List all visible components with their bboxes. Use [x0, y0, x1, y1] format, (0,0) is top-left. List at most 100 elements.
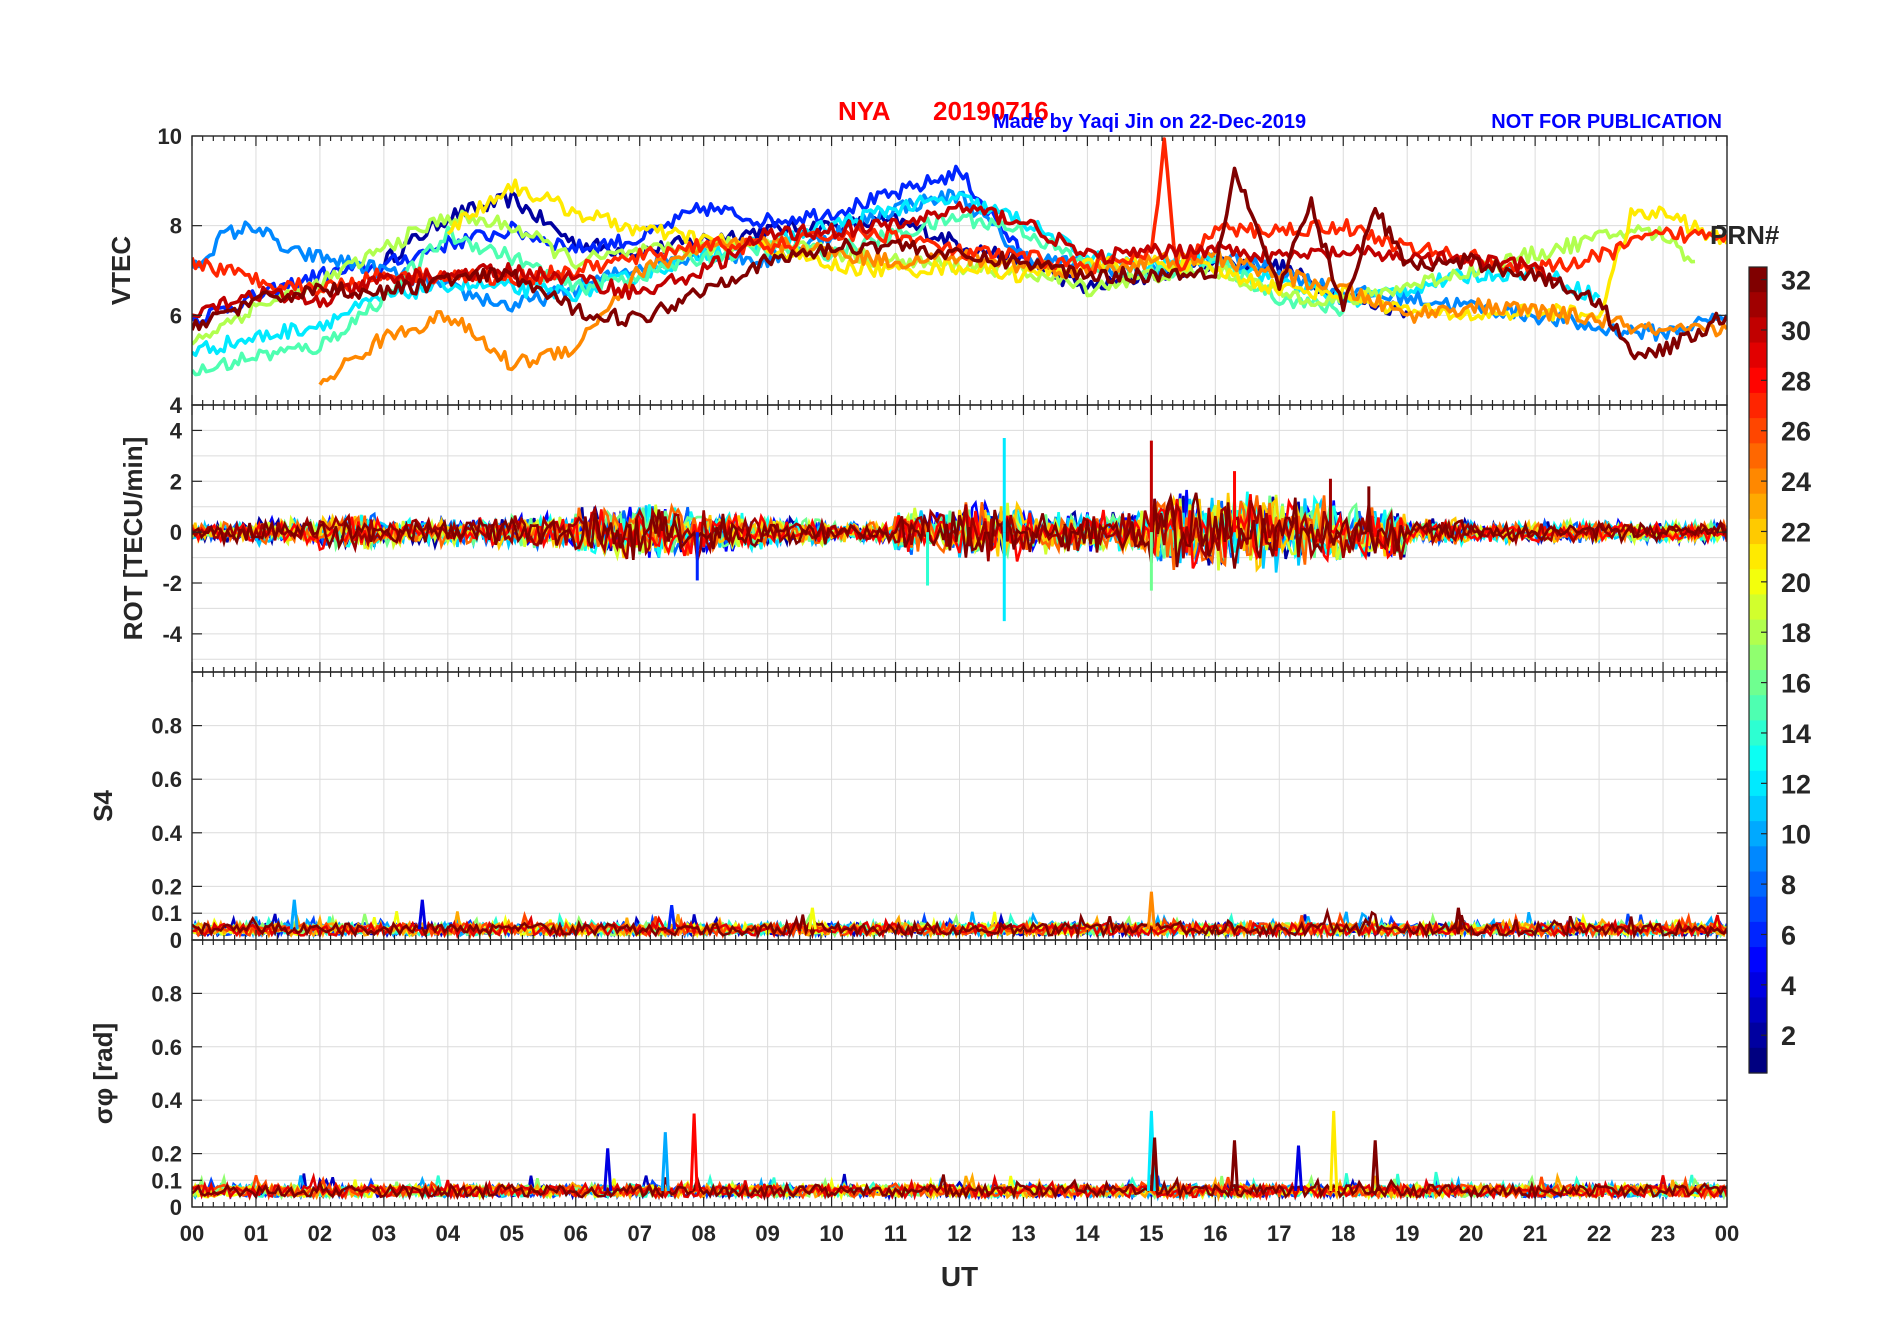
y-tick-label: 0.8 — [151, 714, 182, 739]
colorbar-tick-label: 6 — [1781, 920, 1796, 950]
colorbar-swatch — [1749, 947, 1767, 973]
y-tick-label: 0.4 — [151, 821, 182, 846]
y-axis-label: ROT [TECU/min] — [118, 437, 148, 641]
panel-s4: 00.10.2 0.4 0.6 0.8 S4 — [88, 671, 1728, 953]
colorbar-swatch — [1749, 569, 1767, 596]
x-tick-label: 00 — [1715, 1221, 1739, 1246]
x-tick-label: 19 — [1395, 1221, 1419, 1246]
colorbar-tick-label: 22 — [1781, 517, 1811, 547]
colorbar-swatch — [1749, 443, 1767, 470]
s4-spike — [1453, 907, 1463, 930]
panel-sigma_phi: 00.10.2 0.4 0.6 0.8 σφ [rad] 00 01 02 03 04 05 06 07… — [88, 939, 1739, 1292]
s4-spike — [667, 905, 677, 930]
x-tick-label: 07 — [627, 1221, 651, 1246]
x-tick-label: 06 — [564, 1221, 588, 1246]
colorbar-swatch — [1749, 846, 1767, 873]
sigma_phi-spike — [1150, 1137, 1160, 1192]
x-tick-label: 08 — [691, 1221, 715, 1246]
x-tick-label: 00 — [180, 1221, 204, 1246]
colorbar-tick-label: 20 — [1781, 568, 1811, 598]
colorbar-swatch — [1749, 418, 1767, 444]
vtec-line-prn-24 — [318, 236, 1727, 386]
colorbar-swatch — [1749, 695, 1767, 721]
x-tick-label: 01 — [244, 1221, 268, 1246]
colorbar-tick-label: 2 — [1781, 1021, 1796, 1051]
y-tick-label: 0.2 — [151, 1142, 182, 1167]
colorbar-tick-label: 16 — [1781, 669, 1811, 699]
notice-text: NOT FOR PUBLICATION — [1491, 111, 1722, 133]
colorbar-swatch — [1749, 292, 1767, 318]
sigma_phi-spike — [1294, 1145, 1303, 1192]
colorbar-swatch — [1749, 821, 1767, 847]
colorbar-swatch — [1749, 518, 1767, 545]
series-group — [192, 438, 1727, 622]
colorbar-tick-label: 10 — [1781, 820, 1811, 850]
panel-vtec: 4 6 8 10 VTEC — [106, 124, 1728, 418]
y-tick-label: 4 — [170, 418, 183, 443]
x-tick-label: 11 — [884, 1221, 907, 1246]
colorbar-tick-label: 18 — [1781, 618, 1811, 648]
s4-spike — [417, 899, 427, 930]
x-tick-label: 20 — [1459, 1221, 1483, 1246]
y-tick-label: 0.1 — [151, 1168, 182, 1193]
colorbar-swatch — [1749, 493, 1767, 520]
y-tick-label: -2 — [162, 571, 182, 596]
panel-rot: -4 -2 0 2 4 ROT [TECU/min] — [118, 404, 1728, 673]
s4-spike — [1146, 891, 1156, 930]
colorbar-label: PRN# — [1710, 220, 1780, 250]
colorbar-swatch — [1749, 745, 1767, 772]
sigma_phi-spike — [1230, 1140, 1239, 1192]
colorbar-swatch — [1749, 619, 1767, 646]
x-tick-label: 02 — [308, 1221, 332, 1246]
colorbar-swatch — [1749, 392, 1767, 419]
y-tick-label: 0 — [170, 520, 182, 545]
y-tick-label: 0.2 — [151, 874, 182, 899]
colorbar-tick-label: 30 — [1781, 316, 1811, 346]
y-tick-label: 0.6 — [151, 1035, 182, 1060]
colorbar-swatch — [1749, 317, 1767, 344]
colorbar-tick-label: 26 — [1781, 417, 1811, 447]
sigma_phi-spike — [660, 1132, 670, 1192]
y-tick-label: 0 — [170, 928, 182, 953]
s4-spike — [289, 899, 299, 930]
x-tick-label: 13 — [1011, 1221, 1035, 1246]
series-group — [192, 137, 1727, 386]
rot-line-prn-32 — [192, 492, 1727, 569]
colorbar-tick-label: 12 — [1781, 769, 1811, 799]
y-tick-label: 8 — [170, 214, 182, 239]
sigma_phi-spike — [1329, 1110, 1339, 1192]
colorbar-tick-label: 8 — [1781, 870, 1796, 900]
y-axis-label: S4 — [88, 790, 118, 822]
colorbar-swatch — [1749, 795, 1767, 822]
title-date: 20190716 — [933, 96, 1049, 126]
colorbar-swatch — [1749, 342, 1767, 369]
x-tick-label: 03 — [372, 1221, 396, 1246]
colorbar-swatch — [1749, 770, 1767, 797]
colorbar-swatch — [1749, 896, 1767, 923]
y-axis-label: VTEC — [106, 236, 136, 306]
colorbar-swatch — [1749, 1022, 1767, 1049]
y-tick-label: 0.8 — [151, 981, 182, 1006]
vtec-line-prn-32 — [192, 166, 1727, 361]
colorbar-swatch — [1749, 720, 1767, 747]
y-tick-label: 0.1 — [151, 901, 182, 926]
x-tick-label: 23 — [1651, 1221, 1675, 1246]
x-tick-label: 04 — [436, 1221, 461, 1246]
sigma_phi-line-prn-32 — [192, 1173, 1727, 1201]
colorbar-tick-label: 24 — [1781, 467, 1811, 497]
x-tick-label: 22 — [1587, 1221, 1611, 1246]
sigma_phi-spike — [603, 1148, 613, 1192]
x-tick-label: 15 — [1139, 1221, 1163, 1246]
colorbar-swatch — [1749, 997, 1767, 1024]
credit-text: Made by Yaqi Jin on 22-Dec-2019 — [993, 111, 1306, 133]
colorbar-swatch — [1749, 1047, 1767, 1074]
y-tick-label: 2 — [170, 469, 182, 494]
colorbar-swatch — [1749, 670, 1767, 696]
colorbar-swatch — [1749, 367, 1767, 394]
x-axis-label: UT — [941, 1261, 978, 1292]
x-tick-label: 17 — [1267, 1221, 1291, 1246]
colorbar-swatch — [1749, 921, 1767, 948]
series-group — [192, 1110, 1727, 1203]
